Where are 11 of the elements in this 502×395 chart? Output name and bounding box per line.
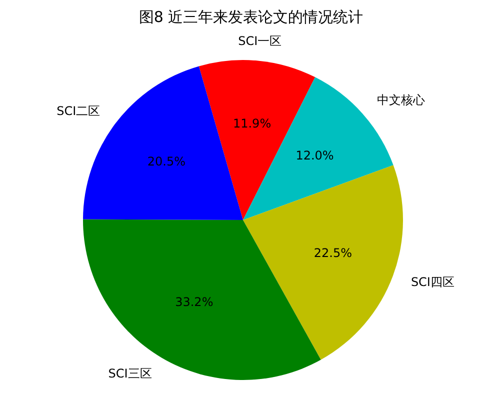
data-label: 22.5% — [314, 246, 352, 260]
slice-label: SCI二区 — [56, 104, 100, 118]
chart-title: 图8 近三年来发表论文的情况统计 — [138, 8, 364, 26]
data-label: 33.2% — [175, 294, 214, 309]
slice-label: 中文核心 — [376, 93, 425, 108]
slice-label: SCI三区 — [108, 366, 152, 381]
data-label: 12.0% — [296, 148, 334, 163]
data-label: 11.9% — [232, 116, 272, 131]
slice-label: SCI一区 — [238, 34, 282, 48]
data-label: 20.5% — [147, 154, 186, 168]
slice-label: SCI四区 — [410, 274, 454, 289]
